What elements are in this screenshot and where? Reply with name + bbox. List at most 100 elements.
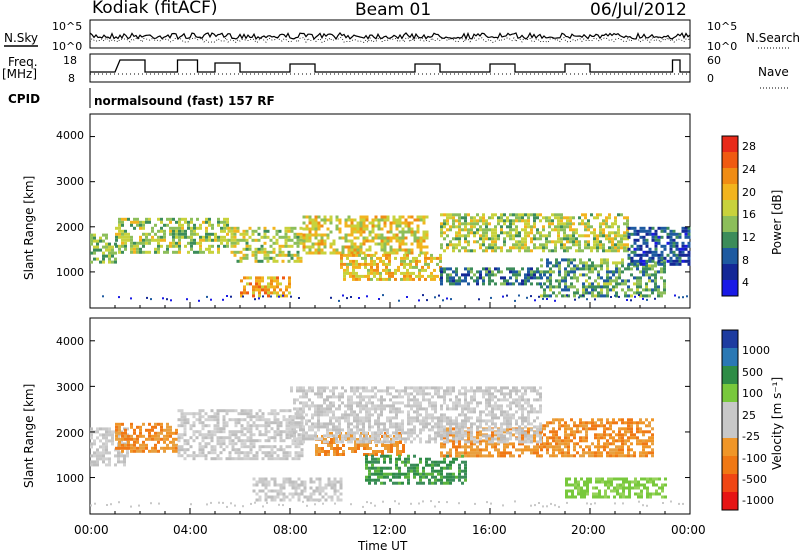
power-cell: [527, 270, 530, 274]
power-cell: [479, 273, 482, 277]
velocity-cell: [431, 401, 434, 405]
power-cbar-tick-6: 4: [742, 276, 749, 289]
power-cell: [687, 259, 691, 263]
velocity-cell: [237, 430, 241, 434]
velocity-cell: [320, 422, 323, 426]
velocity-cell: [555, 442, 558, 446]
power-cell: [166, 247, 169, 251]
power-cell: [675, 259, 679, 263]
velocity-cell: [521, 451, 524, 455]
velocity-cell: [651, 433, 654, 437]
velocity-cell: [243, 454, 247, 458]
velocity-cell: [588, 448, 591, 452]
velocity-cell: [166, 428, 169, 432]
power-cell: [584, 216, 587, 220]
velocity-cell: [648, 439, 651, 443]
velocity-cell: [151, 449, 154, 453]
velocity-cell: [327, 483, 331, 487]
power-cell: [530, 228, 533, 232]
power-cell: [687, 253, 691, 257]
power-cell: [198, 299, 200, 302]
power-cell: [130, 223, 133, 227]
velocity-cell: [413, 419, 416, 423]
velocity-cell: [637, 495, 640, 499]
velocity-cell: [612, 436, 615, 440]
power-cell: [623, 249, 626, 253]
velocity-cell: [458, 425, 461, 429]
power-cell: [599, 225, 602, 229]
velocity-cell: [428, 457, 431, 461]
velocity-cell: [567, 436, 570, 440]
velocity-cell: [255, 427, 259, 431]
velocity-cell: [294, 442, 298, 446]
power-cell: [518, 234, 521, 238]
velocity-cell: [222, 442, 226, 446]
velocity-cell: [365, 478, 368, 482]
power-cell: [350, 230, 354, 234]
power-cell: [678, 296, 680, 299]
velocity-cell: [243, 439, 247, 443]
velocity-cell: [597, 445, 600, 449]
power-cell: [596, 237, 599, 241]
power-cell: [139, 235, 142, 239]
power-cell: [639, 291, 642, 295]
velocity-cell: [102, 460, 105, 464]
velocity-cell: [416, 434, 419, 438]
velocity-cell: [567, 454, 570, 458]
power-cell: [687, 226, 691, 230]
velocity-cell: [476, 416, 479, 420]
velocity-cell: [570, 430, 573, 434]
velocity-cell: [365, 460, 368, 464]
velocity-cell: [521, 448, 524, 452]
velocity-cell: [123, 454, 126, 458]
velocity-cell: [591, 427, 594, 431]
power-cell: [488, 270, 491, 274]
velocity-cell: [389, 454, 392, 458]
power-cell: [654, 253, 658, 257]
velocity-cell: [573, 445, 576, 449]
velocity-cell: [440, 454, 443, 458]
velocity-cell: [410, 463, 413, 467]
power-cell: [687, 235, 691, 239]
power-cell: [599, 228, 602, 232]
velocity-cell: [461, 434, 464, 438]
velocity-cell: [339, 447, 342, 450]
power-cell: [515, 243, 518, 247]
power-cell: [245, 241, 249, 245]
power-cell: [341, 245, 345, 249]
power-cell: [666, 235, 670, 239]
power-cell: [223, 229, 226, 233]
power-cell: [145, 238, 148, 242]
velocity-cell: [446, 466, 449, 470]
power-cell: [645, 229, 649, 233]
power-cell: [317, 242, 321, 246]
velocity-cell: [642, 430, 645, 434]
velocity-cell: [276, 424, 280, 428]
power-cell: [359, 221, 363, 225]
power-cell: [184, 244, 187, 248]
power-cell: [527, 213, 530, 217]
power-cell: [455, 279, 458, 283]
velocity-cell: [594, 454, 597, 458]
power-cell: [398, 230, 402, 234]
velocity-cell: [99, 439, 102, 443]
velocity-cell: [455, 422, 458, 426]
velocity-cell: [380, 389, 383, 393]
power-cell: [639, 229, 643, 233]
power-cell: [597, 294, 600, 298]
power-cell: [391, 274, 394, 278]
power-cell: [473, 225, 476, 229]
velocity-cell: [452, 457, 455, 461]
power-cell: [443, 249, 446, 253]
power-cell: [245, 238, 249, 242]
power-cell: [527, 279, 530, 283]
power-cell: [398, 236, 402, 240]
velocity-cell: [201, 409, 205, 413]
power-cell: [422, 294, 424, 297]
velocity-cell: [192, 457, 196, 461]
velocity-cell: [655, 489, 658, 493]
power-cell: [255, 276, 258, 280]
vel-ytick-4000: 4000: [56, 335, 84, 348]
power-cell: [485, 234, 488, 238]
power-cell: [675, 247, 679, 251]
